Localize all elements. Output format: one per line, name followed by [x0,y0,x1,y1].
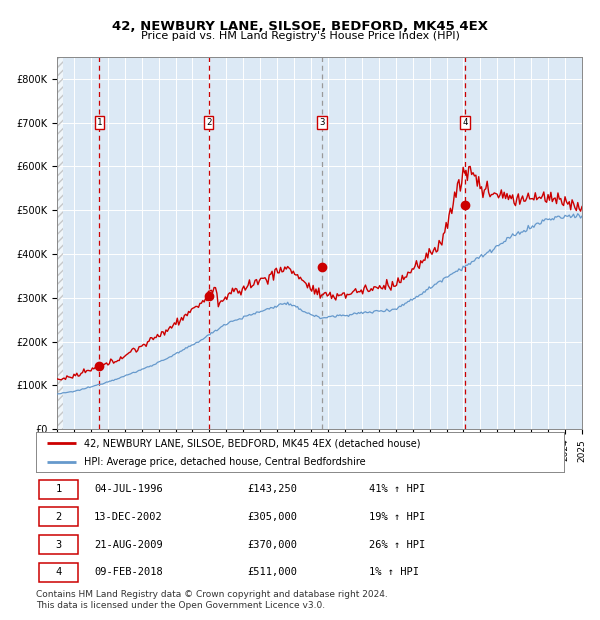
FancyBboxPatch shape [38,507,78,526]
FancyBboxPatch shape [38,562,78,582]
Text: 42, NEWBURY LANE, SILSOE, BEDFORD, MK45 4EX: 42, NEWBURY LANE, SILSOE, BEDFORD, MK45 … [112,20,488,33]
Text: 2: 2 [55,512,62,522]
Text: 4: 4 [463,118,468,127]
Text: 09-FEB-2018: 09-FEB-2018 [94,567,163,577]
Text: £143,250: £143,250 [247,484,297,494]
Text: £305,000: £305,000 [247,512,297,522]
Text: 26% ↑ HPI: 26% ↑ HPI [368,539,425,549]
Text: £370,000: £370,000 [247,539,297,549]
Text: 41% ↑ HPI: 41% ↑ HPI [368,484,425,494]
FancyBboxPatch shape [38,480,78,499]
Text: 21-AUG-2009: 21-AUG-2009 [94,539,163,549]
Text: 19% ↑ HPI: 19% ↑ HPI [368,512,425,522]
Text: 2: 2 [206,118,211,127]
Text: 04-JUL-1996: 04-JUL-1996 [94,484,163,494]
Text: 42, NEWBURY LANE, SILSOE, BEDFORD, MK45 4EX (detached house): 42, NEWBURY LANE, SILSOE, BEDFORD, MK45 … [83,438,420,448]
Bar [57,57,63,429]
Text: Price paid vs. HM Land Registry's House Price Index (HPI): Price paid vs. HM Land Registry's House … [140,31,460,41]
Text: 3: 3 [55,539,62,549]
FancyBboxPatch shape [38,535,78,554]
Text: Contains HM Land Registry data © Crown copyright and database right 2024.
This d: Contains HM Land Registry data © Crown c… [36,590,388,609]
Text: 3: 3 [319,118,325,127]
Text: 4: 4 [55,567,62,577]
Text: 1: 1 [97,118,102,127]
Text: 1% ↑ HPI: 1% ↑ HPI [368,567,419,577]
Text: 13-DEC-2002: 13-DEC-2002 [94,512,163,522]
Text: HPI: Average price, detached house, Central Bedfordshire: HPI: Average price, detached house, Cent… [83,456,365,467]
Text: £511,000: £511,000 [247,567,297,577]
Text: 1: 1 [55,484,62,494]
